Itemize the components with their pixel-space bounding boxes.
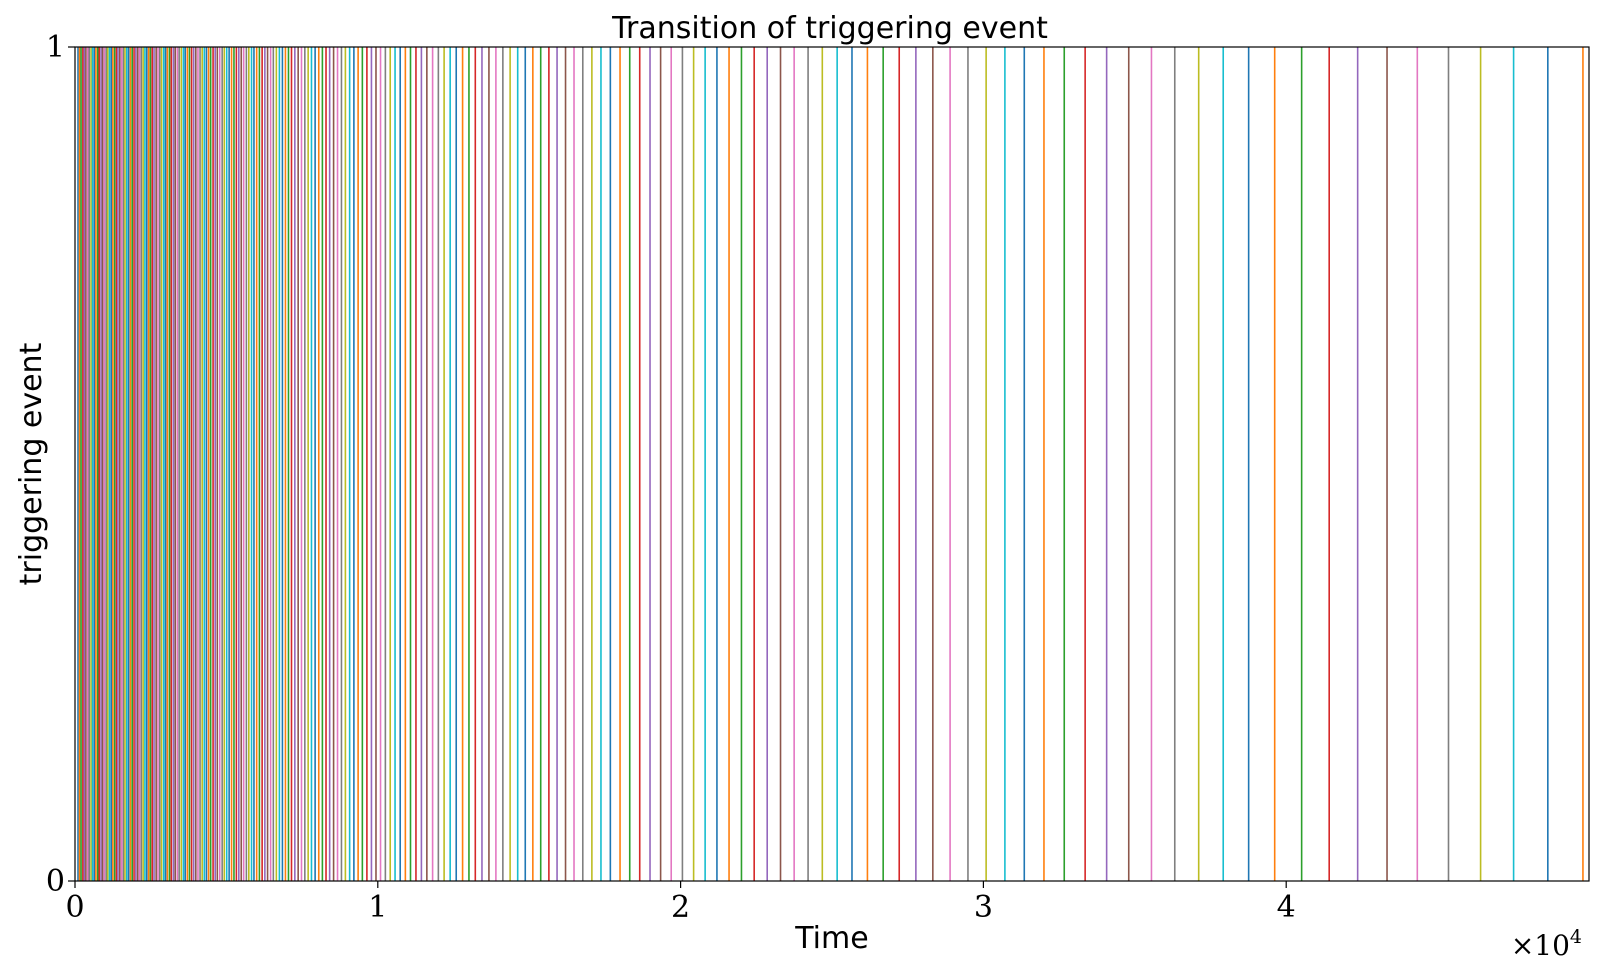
x-axis-offset-base: ×10 [1511,929,1570,962]
x-tick-label: 0 [65,890,84,925]
x-tick-label: 3 [974,890,993,925]
event-lines [77,47,1584,881]
chart-title: Transition of triggering event [611,11,1048,46]
plot-frame [74,46,1590,882]
x-axis-offset-exponent: 4 [1570,926,1582,948]
y-axis-ticks: 01 [46,30,75,899]
x-tick-label: 1 [368,890,387,925]
y-tick-label: 0 [46,864,65,899]
x-axis-ticks: 0 1 2 3 4 [65,881,1296,925]
x-tick-label: 4 [1277,890,1296,925]
x-axis-offset-label: ×104 [1511,926,1582,962]
y-tick-label: 1 [46,30,65,65]
x-tick-label: 2 [671,890,690,925]
y-axis-label: triggering event [14,342,49,585]
plot-area [74,46,1590,882]
x-axis-label: Time [794,921,868,956]
